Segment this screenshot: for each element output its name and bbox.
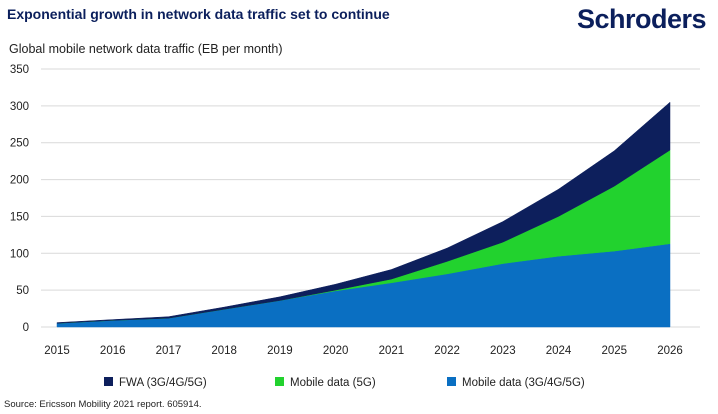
x-tick-label: 2022	[434, 345, 460, 357]
legend-label: Mobile data (3G/4G/5G)	[462, 377, 585, 389]
x-tick-label: 2025	[601, 345, 627, 357]
area-series-2	[56, 101, 671, 324]
legend: FWA (3G/4G/5G) Mobile data (5G) Mobile dat…	[104, 377, 585, 389]
legend-swatch	[447, 377, 456, 386]
chart-subtitle: Global mobile network data traffic (EB p…	[9, 42, 283, 56]
y-tick-label: 150	[10, 211, 29, 223]
source-note: Source: Ericsson Mobility 2021 report. 6…	[4, 399, 202, 410]
x-axis-ticks: 2015 2016 2017 2018 2019 2020 2021 2022 2023 2024…	[44, 345, 683, 357]
y-tick-label: 300	[10, 101, 29, 113]
x-tick-label: 2017	[156, 345, 182, 357]
x-tick-label: 2015	[44, 345, 70, 357]
x-tick-label: 2018	[211, 345, 237, 357]
y-axis-ticks: 0 50 100 150 200 250 300 350	[10, 64, 29, 334]
legend-label: Mobile data (5G)	[290, 377, 376, 389]
y-tick-label: 100	[10, 248, 29, 260]
legend-swatch	[275, 377, 284, 386]
legend-swatch	[104, 377, 113, 386]
y-tick-label: 250	[10, 138, 29, 150]
x-tick-label: 2021	[379, 345, 405, 357]
x-tick-label: 2023	[490, 345, 516, 357]
chart-areas	[56, 101, 671, 328]
x-tick-label: 2016	[100, 345, 126, 357]
legend-label: FWA (3G/4G/5G)	[119, 377, 207, 389]
schroders-logo: Schroders	[576, 4, 707, 34]
y-tick-label: 200	[10, 175, 29, 187]
chart-title: Exponential growth in network data traff…	[7, 6, 390, 22]
x-tick-label: 2024	[546, 345, 572, 357]
y-tick-label: 50	[16, 285, 29, 297]
x-tick-label: 2019	[267, 345, 293, 357]
x-tick-label: 2026	[657, 345, 683, 357]
x-tick-label: 2020	[323, 345, 349, 357]
y-tick-label: 0	[23, 322, 29, 334]
y-tick-label: 350	[10, 64, 29, 76]
